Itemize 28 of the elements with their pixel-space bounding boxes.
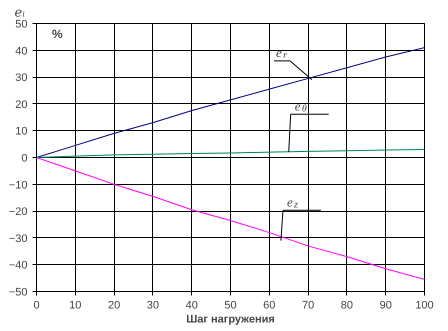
annotation: % [52,27,64,42]
y-tick-label: 20 [15,98,28,111]
x-tick-label: 60 [263,300,276,312]
x-tick-label: 100 [415,300,434,312]
y-tick-label: 0 [21,152,28,164]
y-axis-title: eᵢ [14,6,26,20]
y-tick-label: −10 [8,179,28,192]
y-tick-label: −20 [8,206,28,218]
x-axis-title: Шаг нагружения [186,314,275,326]
y-tick-label: 30 [15,72,28,84]
line-series [36,148,424,158]
x-tick-label: 70 [302,300,314,312]
x-tick-label: 0 [33,300,40,312]
y-tick-label: −30 [8,232,28,245]
y-tick-label: 50 [15,18,28,30]
line-series [36,47,424,158]
x-tick-label: 20 [108,300,120,312]
x-tick-label: 30 [146,300,160,312]
x-tick-label: 80 [340,300,354,312]
y-tick-label: −40 [8,260,28,272]
y-tick-label: 40 [15,45,28,58]
y-tick-label: 10 [15,126,28,138]
y-tick-label: −50 [8,286,28,298]
x-tick-label: 50 [224,300,237,312]
line-series [36,157,424,280]
x-tick-label: 10 [69,300,82,312]
x-tick-label: 90 [380,300,392,312]
x-tick-label: 40 [186,300,198,312]
